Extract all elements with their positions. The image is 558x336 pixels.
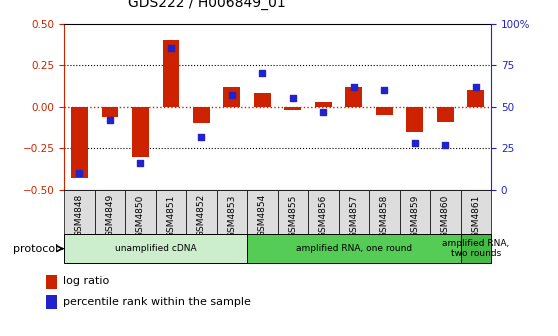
Text: log ratio: log ratio bbox=[64, 277, 109, 286]
Bar bbox=[162, 40, 179, 107]
Bar bbox=[156, 190, 186, 234]
Bar bbox=[285, 107, 301, 110]
Bar bbox=[71, 107, 88, 178]
Point bbox=[472, 84, 480, 89]
Bar bbox=[376, 107, 393, 115]
Bar bbox=[315, 102, 331, 107]
Bar bbox=[460, 234, 491, 263]
Bar bbox=[186, 190, 217, 234]
Bar bbox=[460, 190, 491, 234]
Bar bbox=[217, 190, 247, 234]
Text: GSM4857: GSM4857 bbox=[349, 194, 358, 238]
Point bbox=[228, 92, 237, 98]
Bar bbox=[247, 190, 277, 234]
Text: GSM4859: GSM4859 bbox=[410, 194, 419, 238]
Bar bbox=[64, 234, 247, 263]
Text: GSM4858: GSM4858 bbox=[380, 194, 389, 238]
Text: GSM4850: GSM4850 bbox=[136, 194, 145, 238]
Bar bbox=[369, 190, 400, 234]
Text: GSM4860: GSM4860 bbox=[441, 194, 450, 238]
Bar bbox=[339, 190, 369, 234]
Bar bbox=[437, 107, 454, 122]
Bar bbox=[95, 190, 125, 234]
Text: GSM4849: GSM4849 bbox=[105, 194, 114, 238]
Point bbox=[441, 142, 450, 148]
Text: GSM4854: GSM4854 bbox=[258, 194, 267, 238]
Text: GSM4852: GSM4852 bbox=[197, 194, 206, 238]
Bar bbox=[254, 93, 271, 107]
Bar bbox=[308, 190, 339, 234]
Point bbox=[319, 109, 328, 114]
Text: GDS222 / H006849_01: GDS222 / H006849_01 bbox=[128, 0, 286, 10]
Point bbox=[105, 117, 114, 123]
Text: GSM4861: GSM4861 bbox=[472, 194, 480, 238]
Bar bbox=[430, 190, 460, 234]
Text: unamplified cDNA: unamplified cDNA bbox=[115, 244, 196, 253]
Bar bbox=[64, 190, 95, 234]
Bar bbox=[247, 234, 460, 263]
Point bbox=[136, 161, 145, 166]
Text: amplified RNA,
two rounds: amplified RNA, two rounds bbox=[442, 239, 509, 258]
Bar bbox=[468, 90, 484, 107]
Text: GSM4848: GSM4848 bbox=[75, 194, 84, 238]
Point bbox=[197, 134, 206, 139]
Bar bbox=[400, 190, 430, 234]
Bar bbox=[224, 87, 240, 107]
Point bbox=[380, 87, 389, 93]
Text: GSM4853: GSM4853 bbox=[227, 194, 237, 238]
Text: GSM4851: GSM4851 bbox=[166, 194, 175, 238]
Bar bbox=[193, 107, 210, 123]
Point bbox=[75, 171, 84, 176]
Bar bbox=[102, 107, 118, 117]
Bar bbox=[46, 295, 57, 309]
Point bbox=[288, 96, 297, 101]
Bar bbox=[46, 275, 57, 289]
Point bbox=[258, 71, 267, 76]
Bar bbox=[125, 190, 156, 234]
Text: protocol: protocol bbox=[13, 244, 58, 254]
Bar bbox=[278, 190, 308, 234]
Bar bbox=[406, 107, 423, 132]
Point bbox=[349, 84, 358, 89]
Text: GSM4855: GSM4855 bbox=[288, 194, 297, 238]
Bar bbox=[132, 107, 149, 157]
Point bbox=[410, 140, 419, 146]
Text: GSM4856: GSM4856 bbox=[319, 194, 328, 238]
Text: percentile rank within the sample: percentile rank within the sample bbox=[64, 297, 251, 306]
Point bbox=[166, 46, 175, 51]
Text: amplified RNA, one round: amplified RNA, one round bbox=[296, 244, 412, 253]
Bar bbox=[345, 87, 362, 107]
